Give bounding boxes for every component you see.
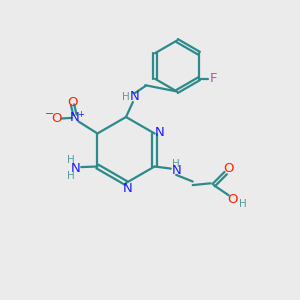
Text: F: F — [210, 72, 217, 85]
Text: N: N — [71, 161, 81, 175]
Text: +: + — [77, 110, 84, 119]
Text: H: H — [67, 171, 74, 181]
Text: H: H — [67, 155, 74, 165]
Text: −: − — [44, 109, 54, 119]
Text: N: N — [130, 90, 140, 104]
Text: O: O — [51, 112, 61, 125]
Text: O: O — [224, 162, 234, 175]
Text: H: H — [122, 92, 130, 102]
Text: N: N — [155, 125, 165, 139]
Text: N: N — [123, 182, 132, 195]
Text: H: H — [239, 199, 247, 209]
Text: O: O — [227, 193, 238, 206]
Text: N: N — [70, 111, 80, 124]
Text: O: O — [67, 96, 78, 109]
Text: H: H — [172, 159, 180, 169]
Text: N: N — [171, 164, 181, 178]
